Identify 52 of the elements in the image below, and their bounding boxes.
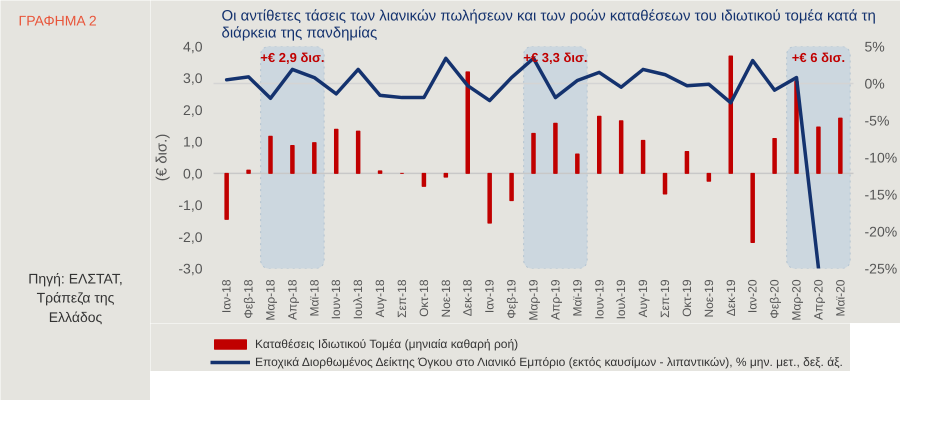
x-tick-label: Ιουλ-18 [351,279,366,320]
x-tick-label: Ιουν-19 [592,279,606,320]
y2-tick-label: -5% [864,112,890,128]
x-tick-label: Νοε-18 [438,279,453,318]
x-tick-label: Φεβ-19 [504,279,519,319]
x-tick-label: Ιαν-19 [482,279,497,314]
chart-title: Οι αντίθετες τάσεις των λιανικών πωλήσεων και των ροών καταθέσεων του ιδιωτικού τομέα κατά τη διάρκεια της πανδημίας [222,8,876,42]
x-tick-label: Ιουν-18 [329,279,344,320]
x-tick-label: Μαρ-19 [526,279,540,321]
x-tick-label: Οκτ-19 [680,279,694,317]
y2-tick-label: -25% [864,260,898,276]
y2-tick-label: 0% [864,76,885,92]
y-tick-label: -3,0 [178,260,203,276]
x-tick-label: Μαρ-18 [263,279,278,321]
y2-tick-label: -20% [864,224,898,240]
y-tick-label: 0,0 [183,165,203,182]
x-tick-label: Σεπ-18 [394,279,409,318]
y2-tick-label: -10% [864,150,898,166]
x-tick-label: Μαϊ-20 [833,279,848,316]
x-tick-label: Μαϊ-19 [570,279,584,316]
x-tick-label: Απρ-19 [548,279,562,320]
x-tick-label: Αυγ-19 [636,279,650,318]
text: ΓΡΑΦΗΜΑ 2 [18,12,97,28]
x-tick-label: Φεβ-18 [242,279,256,319]
y-tick-label: 2,0 [183,102,203,118]
text: Πηγή: ΕΛΣΤΑΤ, Τράπεζα της Ελλάδος [28,270,123,325]
y2-tick-label: 5% [864,38,885,54]
x-tick-label: Ιουλ-19 [614,279,628,320]
y-tick-label: -2,0 [178,228,203,245]
x-tick-label: Δεκ-19 [724,279,738,316]
x-tick-label: Φεβ-20 [768,279,782,319]
x-tick-label: Απρ-20 [811,279,826,320]
y2-tick-label: -15% [864,186,898,202]
x-tick-label: Ιαν-20 [746,279,760,314]
x-tick-label: Απρ-18 [285,279,300,320]
y-tick-label: -1,0 [178,197,203,214]
y-axis-title: (€ δισ.) [153,134,170,182]
y-tick-label: 3,0 [183,70,203,86]
legend-label: Καταθέσεις Ιδιωτικού Τομέα (μηνιαία καθαρή ροή) [255,337,518,351]
x-tick-label: Οκτ-18 [416,279,431,317]
legend-label: Εποχικά Διορθωμένος Δείκτης Όγκου στο Λιανικό Εμπόριο (εκτός καυσίμων - λιπαντικών), % μην. μετ., δεξ. άξ. [255,355,843,369]
x-tick-label: Δεκ-18 [460,279,475,316]
x-tick-label: Αυγ-18 [373,279,388,318]
x-tick-label: Σεπ-19 [658,279,672,318]
x-tick-label: Νοε-19 [702,279,716,318]
x-tick-label: Μαϊ-18 [307,279,322,316]
x-tick-label: Μαρ-20 [790,279,804,321]
band-label: +€ 2,9 δισ. [260,50,324,65]
band-label: +€ 6 δισ. [792,50,846,65]
y-tick-label: 1,0 [183,134,203,150]
x-tick-label: Ιαν-18 [220,279,234,314]
y-tick-label: 4,0 [183,38,203,54]
